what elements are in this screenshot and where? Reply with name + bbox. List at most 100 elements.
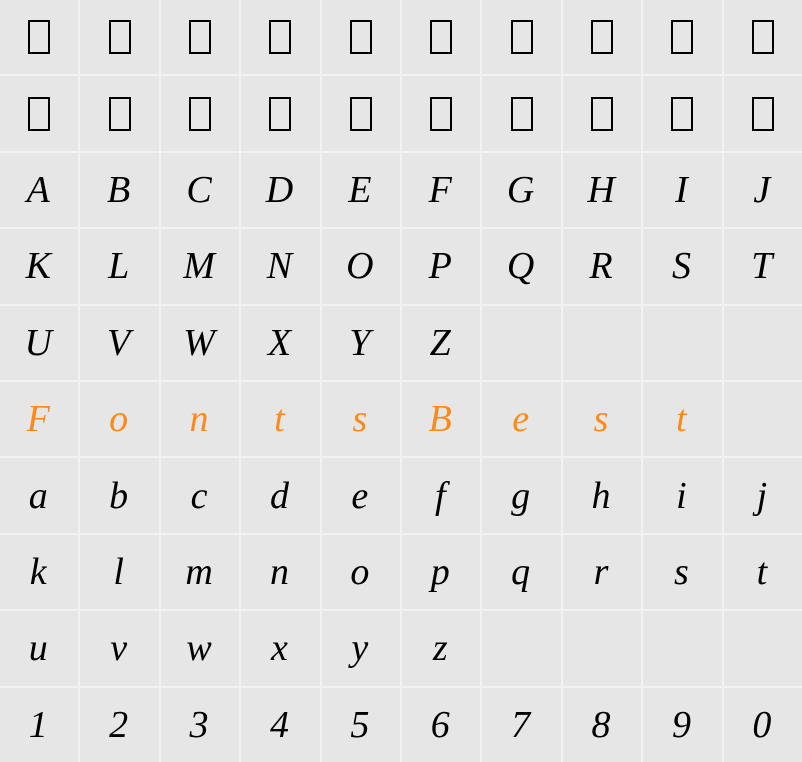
glyph-cell: t [241,382,319,456]
glyph-cell: n [241,535,319,609]
glyph-cell [563,0,641,74]
glyph-cell [402,76,480,150]
glyph-cell: g [482,458,560,532]
glyph-cell: L [80,229,158,303]
glyph-cell: m [161,535,239,609]
glyph-cell [643,76,721,150]
notdef-glyph-icon [430,20,452,54]
glyph-cell [724,306,802,380]
glyph-cell [0,76,78,150]
glyph-cell: k [0,535,78,609]
glyph-cell [643,611,721,685]
glyph-cell: 7 [482,688,560,762]
glyph-cell: N [241,229,319,303]
glyph-cell: v [80,611,158,685]
glyph-cell: e [322,458,400,532]
glyph-cell [482,611,560,685]
glyph-cell [563,306,641,380]
glyph-cell [161,76,239,150]
glyph-grid: ABCDEFGHIJKLMNOPQRSTUVWXYZFontsBestabcde… [0,0,802,762]
glyph-cell: T [724,229,802,303]
notdef-glyph-icon [591,97,613,131]
glyph-cell: S [643,229,721,303]
glyph-cell: 1 [0,688,78,762]
glyph-cell: r [563,535,641,609]
glyph-cell: H [563,153,641,227]
notdef-glyph-icon [671,97,693,131]
notdef-glyph-icon [511,20,533,54]
glyph-cell: C [161,153,239,227]
glyph-cell: y [322,611,400,685]
glyph-cell: G [482,153,560,227]
notdef-glyph-icon [269,20,291,54]
glyph-cell: R [563,229,641,303]
glyph-cell [80,0,158,74]
glyph-cell: Q [482,229,560,303]
glyph-cell: D [241,153,319,227]
glyph-cell: F [0,382,78,456]
glyph-cell [482,306,560,380]
glyph-cell: x [241,611,319,685]
glyph-cell: B [402,382,480,456]
glyph-cell [161,0,239,74]
glyph-cell: w [161,611,239,685]
notdef-glyph-icon [269,97,291,131]
glyph-cell: M [161,229,239,303]
glyph-cell: K [0,229,78,303]
glyph-cell [482,0,560,74]
glyph-cell: P [402,229,480,303]
glyph-cell [643,306,721,380]
notdef-glyph-icon [671,20,693,54]
notdef-glyph-icon [430,97,452,131]
notdef-glyph-icon [511,97,533,131]
notdef-glyph-icon [591,20,613,54]
glyph-cell: f [402,458,480,532]
glyph-cell [322,0,400,74]
glyph-cell [724,0,802,74]
notdef-glyph-icon [752,20,774,54]
glyph-cell [0,0,78,74]
glyph-cell: t [643,382,721,456]
glyph-cell: Y [322,306,400,380]
notdef-glyph-icon [109,97,131,131]
glyph-cell: X [241,306,319,380]
glyph-cell: u [0,611,78,685]
glyph-cell: A [0,153,78,227]
glyph-cell [563,76,641,150]
glyph-cell: p [402,535,480,609]
notdef-glyph-icon [350,97,372,131]
glyph-cell: U [0,306,78,380]
glyph-cell [724,382,802,456]
glyph-cell: 5 [322,688,400,762]
notdef-glyph-icon [189,20,211,54]
notdef-glyph-icon [28,97,50,131]
glyph-cell: c [161,458,239,532]
glyph-cell: j [724,458,802,532]
glyph-cell [80,76,158,150]
glyph-cell [643,0,721,74]
glyph-cell: 2 [80,688,158,762]
glyph-cell: 3 [161,688,239,762]
glyph-cell [402,0,480,74]
glyph-cell: B [80,153,158,227]
glyph-cell: n [161,382,239,456]
glyph-cell: o [80,382,158,456]
glyph-cell: E [322,153,400,227]
glyph-cell: s [643,535,721,609]
glyph-cell: I [643,153,721,227]
glyph-cell [724,611,802,685]
notdef-glyph-icon [28,20,50,54]
glyph-cell: z [402,611,480,685]
glyph-cell [563,611,641,685]
glyph-cell: 9 [643,688,721,762]
glyph-cell: 0 [724,688,802,762]
glyph-cell [322,76,400,150]
glyph-cell: V [80,306,158,380]
glyph-cell: 8 [563,688,641,762]
glyph-cell [482,76,560,150]
glyph-cell: d [241,458,319,532]
glyph-cell: l [80,535,158,609]
glyph-cell: 6 [402,688,480,762]
glyph-cell: e [482,382,560,456]
glyph-cell: W [161,306,239,380]
